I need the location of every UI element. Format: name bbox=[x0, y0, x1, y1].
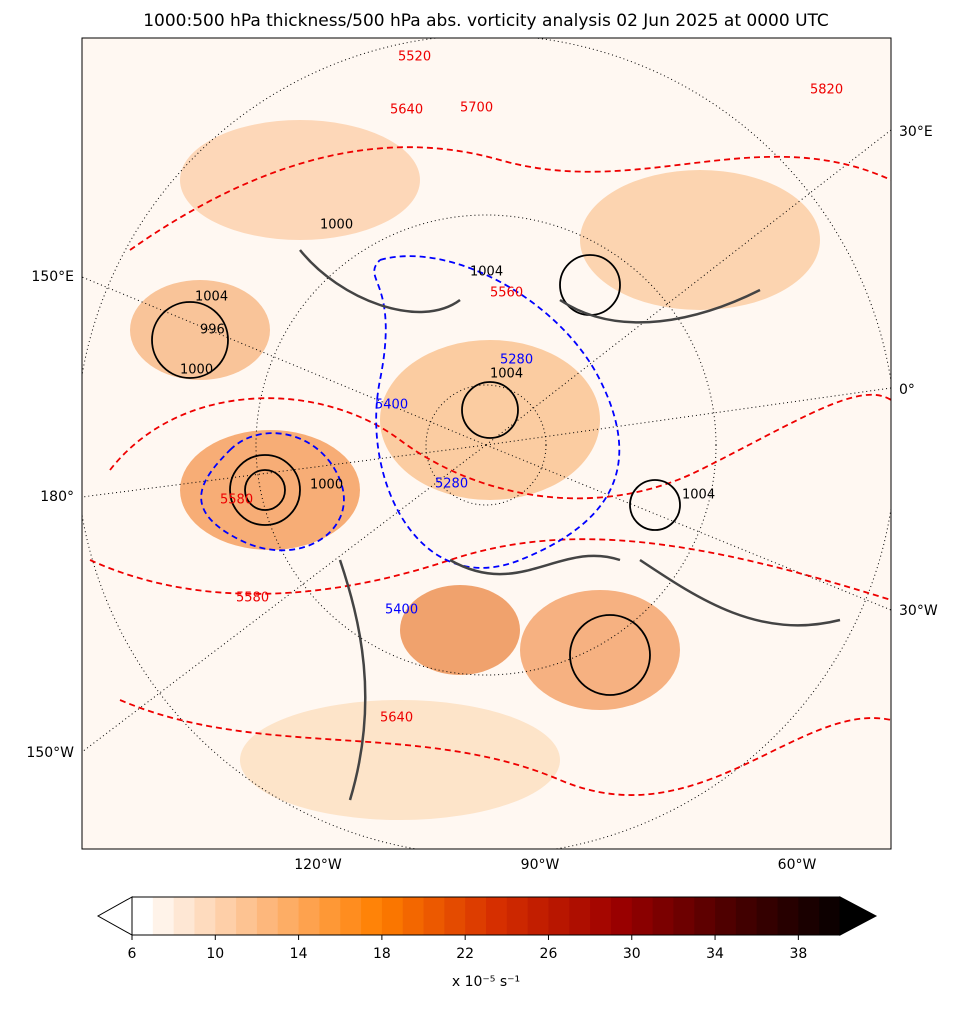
colorbar-cell bbox=[298, 897, 320, 935]
contour-label: 1004 bbox=[195, 290, 228, 305]
colorbar-tick-label: 18 bbox=[373, 946, 391, 962]
contour-label: 1004 bbox=[682, 488, 715, 503]
colorbar-cell bbox=[590, 897, 612, 935]
contour-label: 5520 bbox=[398, 50, 431, 65]
contour-label: 5400 bbox=[375, 398, 408, 413]
colorbar-cell bbox=[652, 897, 674, 935]
map: 5520 5640 5700 5580 5580 5560 5640 5820 … bbox=[26, 37, 938, 873]
colorbar-extend-low bbox=[96, 896, 133, 936]
colorbar-cell bbox=[319, 897, 341, 935]
colorbar-cell bbox=[277, 897, 300, 935]
colorbar-cell bbox=[735, 897, 758, 935]
contour-label: 5280 bbox=[500, 353, 533, 368]
colorbar-cell bbox=[777, 897, 799, 935]
colorbar: x 10⁻⁵ s⁻¹ 6 10 14 18 22 26 30 34 38 bbox=[96, 896, 878, 990]
title: 1000:500 hPa thickness/500 hPa abs. vort… bbox=[143, 11, 829, 31]
lon-label: 90°W bbox=[521, 857, 560, 873]
colorbar-frame bbox=[131, 896, 841, 936]
colorbar-cell bbox=[152, 897, 175, 935]
colorbar-tick-label: 14 bbox=[290, 946, 308, 962]
colorbar-cell bbox=[798, 897, 820, 935]
colorbar-cell bbox=[132, 897, 154, 935]
contour-label: 1004 bbox=[470, 265, 503, 280]
contour-label: 5400 bbox=[385, 603, 418, 618]
colorbar-tick-label: 30 bbox=[623, 946, 641, 962]
lon-label: 60°W bbox=[778, 857, 817, 873]
lon-label: 30°E bbox=[899, 124, 933, 140]
contour-label: 5640 bbox=[390, 103, 423, 118]
contour-label: 1004 bbox=[490, 367, 523, 382]
colorbar-cell bbox=[465, 897, 487, 935]
colorbar-tick-label: 10 bbox=[206, 946, 224, 962]
contour-label: 5640 bbox=[380, 711, 413, 726]
map-frame bbox=[81, 37, 892, 850]
colorbar-cell bbox=[694, 897, 716, 935]
lon-label: 150°W bbox=[26, 745, 74, 761]
lon-label: 120°W bbox=[294, 857, 342, 873]
lon-label: 180° bbox=[40, 489, 74, 505]
contour-label: 1000 bbox=[180, 363, 213, 378]
lon-label: 150°E bbox=[31, 269, 74, 285]
colorbar-cell bbox=[631, 897, 654, 935]
colorbar-label: x 10⁻⁵ s⁻¹ bbox=[452, 974, 520, 990]
colorbar-cell bbox=[361, 897, 383, 935]
colorbar-cell bbox=[340, 897, 362, 935]
colorbar-cell bbox=[715, 897, 737, 935]
lon-label: 0° bbox=[899, 382, 915, 398]
contour-label: 5560 bbox=[490, 286, 523, 301]
colorbar-cell bbox=[673, 897, 695, 935]
colorbar-tick-label: 6 bbox=[128, 946, 137, 962]
contour-label: 5820 bbox=[810, 83, 843, 98]
contour-labels: 5520 5640 5700 5580 5580 5560 5640 5820 … bbox=[180, 50, 843, 726]
colorbar-cell bbox=[173, 897, 195, 935]
colorbar-cell bbox=[423, 897, 445, 935]
colorbar-cell bbox=[236, 897, 258, 935]
contour-label: 5580 bbox=[220, 493, 253, 508]
colorbar-cell bbox=[194, 897, 216, 935]
lon-label: 30°W bbox=[899, 603, 938, 619]
colorbar-cell bbox=[486, 897, 508, 935]
colorbar-tick-label: 34 bbox=[706, 946, 724, 962]
colorbar-tick-label: 26 bbox=[540, 946, 558, 962]
colorbar-cell bbox=[569, 897, 591, 935]
colorbar-cell bbox=[548, 897, 570, 935]
colorbar-cell bbox=[381, 897, 404, 935]
contour-label: 996 bbox=[200, 323, 225, 338]
colorbar-extend-high bbox=[839, 896, 878, 936]
map-field bbox=[82, 38, 891, 849]
colorbar-tick-label: 22 bbox=[456, 946, 474, 962]
colorbar-cell bbox=[756, 897, 779, 935]
colorbar-cell bbox=[610, 897, 633, 935]
contour-label: 1000 bbox=[310, 478, 343, 493]
contour-label: 1000 bbox=[320, 218, 353, 233]
colorbar-cell bbox=[527, 897, 549, 935]
colorbar-cell bbox=[506, 897, 529, 935]
colorbar-cell bbox=[256, 897, 279, 935]
colorbar-tick-label: 38 bbox=[789, 946, 807, 962]
colorbar-cell bbox=[215, 897, 237, 935]
colorbar-cell bbox=[402, 897, 425, 935]
colorbar-cell bbox=[819, 897, 841, 935]
contour-label: 5700 bbox=[460, 101, 493, 116]
contour-label: 5280 bbox=[435, 477, 468, 492]
colorbar-cell bbox=[444, 897, 466, 935]
contour-label: 5580 bbox=[236, 591, 269, 606]
